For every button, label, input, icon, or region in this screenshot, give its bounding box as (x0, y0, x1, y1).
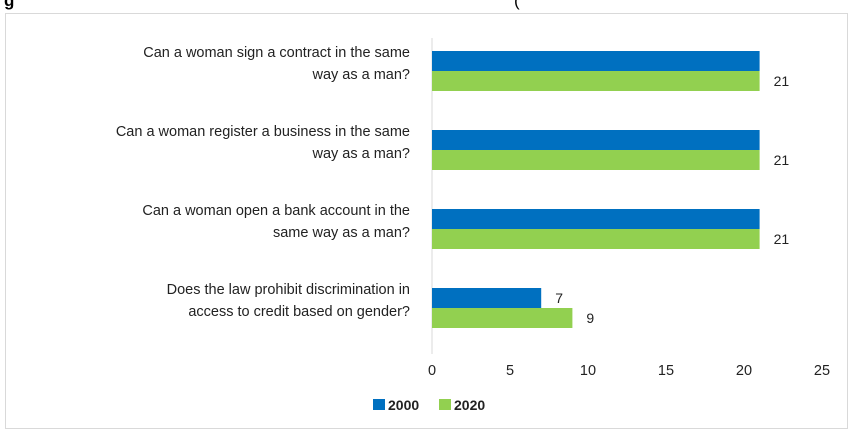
category-label-4-line1: Does the law prohibit discrimination in (167, 282, 410, 298)
data-label-2020-cat4: 9 (586, 310, 594, 326)
bar-2000-cat1 (432, 51, 760, 71)
legend-label-2000: 2000 (388, 397, 419, 413)
category-label-1-line2: way as a man? (311, 67, 410, 83)
data-label-2000-cat4: 7 (555, 290, 563, 306)
category-label-4-line2: access to credit based on gender? (188, 304, 410, 320)
bar-2020-cat4 (432, 308, 573, 328)
data-label-2020-cat3: 21 (774, 231, 790, 247)
data-label-2020-cat2: 21 (774, 152, 790, 168)
chart-frame (5, 13, 848, 429)
x-tick-label-0: 0 (428, 363, 436, 379)
bar-2000-cat4 (432, 288, 542, 308)
x-tick-label-20: 20 (736, 363, 752, 379)
data-label-2020-cat1: 21 (774, 73, 790, 89)
bar-2000-cat2 (432, 130, 760, 150)
x-tick-label-15: 15 (658, 363, 674, 379)
bar-2000-cat3 (432, 209, 760, 229)
category-label-1-line1: Can a woman sign a contract in the same (143, 45, 410, 61)
category-label-3-line2: same way as a man? (273, 225, 410, 241)
category-label-2-line1: Can a woman register a business in the s… (116, 124, 410, 140)
x-tick-label-10: 10 (580, 363, 596, 379)
legend-swatch-2020 (439, 399, 451, 410)
legend-label-2020: 2020 (454, 397, 485, 413)
figure-caption-fragment: g (4, 0, 15, 10)
legend-swatch-2000 (373, 399, 385, 410)
bar-2020-cat2 (432, 150, 760, 170)
category-label-3-line1: Can a woman open a bank account in the (142, 203, 410, 219)
x-tick-label-25: 25 (814, 363, 830, 379)
category-label-2-line2: way as a man? (311, 146, 410, 162)
x-tick-label-5: 5 (506, 363, 514, 379)
figure-caption-fragment-right: ( (514, 0, 520, 10)
bar-2020-cat1 (432, 71, 760, 91)
bar-2020-cat3 (432, 229, 760, 249)
figure-caption-strip: g ( (0, 0, 849, 16)
